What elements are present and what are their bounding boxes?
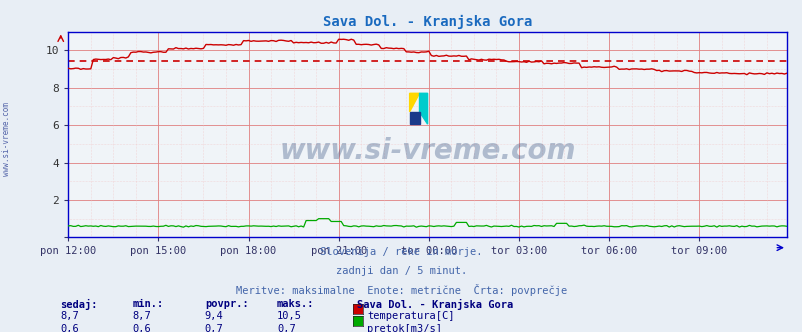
Text: 0,6: 0,6 [132,324,151,332]
Text: 0,7: 0,7 [205,324,223,332]
Text: 0,6: 0,6 [60,324,79,332]
Polygon shape [409,93,419,112]
Text: min.:: min.: [132,299,164,309]
Text: Meritve: maksimalne  Enote: metrične  Črta: povprečje: Meritve: maksimalne Enote: metrične Črta… [236,284,566,296]
Text: povpr.:: povpr.: [205,299,248,309]
Text: 0,7: 0,7 [277,324,295,332]
Text: 8,7: 8,7 [60,311,79,321]
Text: www.si-vreme.com: www.si-vreme.com [2,103,11,176]
Polygon shape [409,112,419,124]
Text: maks.:: maks.: [277,299,314,309]
Text: www.si-vreme.com: www.si-vreme.com [279,137,575,165]
Text: zadnji dan / 5 minut.: zadnji dan / 5 minut. [335,266,467,276]
Text: Sava Dol. - Kranjska Gora: Sava Dol. - Kranjska Gora [357,299,513,310]
Text: 8,7: 8,7 [132,311,151,321]
Text: sedaj:: sedaj: [60,299,98,310]
Title: Sava Dol. - Kranjska Gora: Sava Dol. - Kranjska Gora [322,15,532,29]
Text: temperatura[C]: temperatura[C] [367,311,454,321]
Text: Slovenija / reke in morje.: Slovenija / reke in morje. [320,247,482,257]
Text: 9,4: 9,4 [205,311,223,321]
Polygon shape [419,93,427,124]
Text: 10,5: 10,5 [277,311,302,321]
Text: pretok[m3/s]: pretok[m3/s] [367,324,441,332]
